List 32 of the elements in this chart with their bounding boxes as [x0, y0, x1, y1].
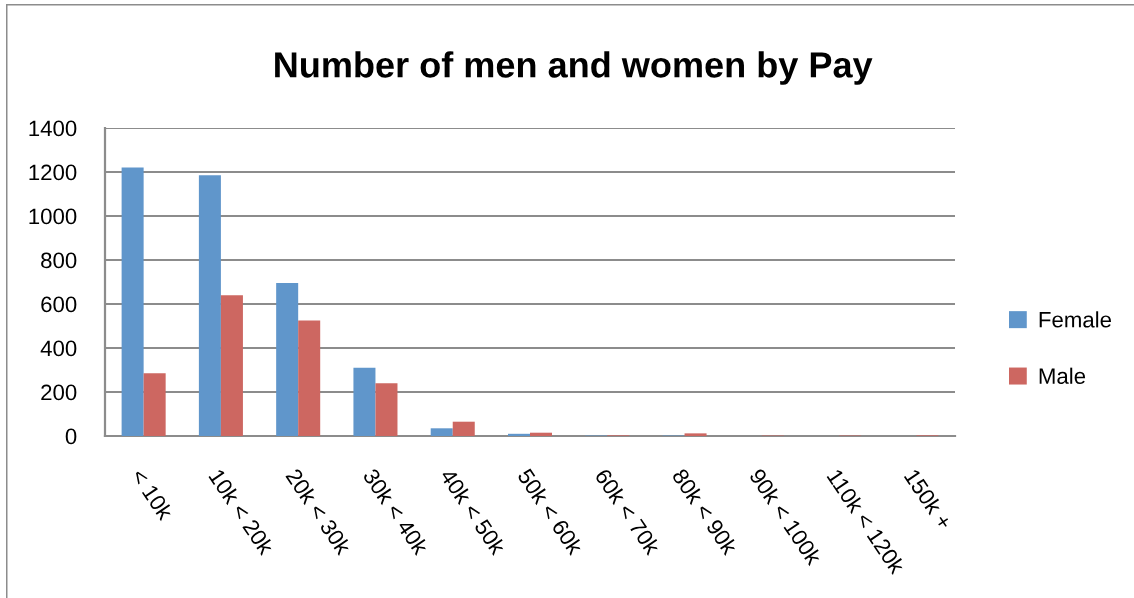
bar [198, 175, 221, 436]
bar [452, 421, 475, 436]
x-tick-label: 20k < 30k [285, 467, 353, 557]
y-tick-label: 0 [65, 428, 77, 445]
legend-label: Male [1039, 367, 1086, 384]
x-tick-label: 10k < 20k [208, 467, 276, 557]
x-tick-label: 50k < 60k [516, 467, 585, 557]
bar [530, 432, 553, 436]
bar [143, 373, 166, 436]
x-tick-label: 40k < 50k [439, 466, 507, 557]
x-tick-label: 80k < 90k [671, 467, 739, 557]
y-tick-label: 200 [41, 384, 77, 401]
chart-title: Number of men and women by Pay [275, 51, 873, 85]
y-tick-label: 1400 [29, 120, 77, 137]
bar [507, 433, 530, 436]
x-tick-label: < 10k [130, 467, 175, 522]
bar [684, 433, 707, 436]
bar [430, 428, 453, 436]
bar [276, 283, 299, 436]
x-tick-label: 30k < 40k [362, 467, 430, 557]
bar [220, 295, 243, 436]
y-tick-label: 400 [40, 340, 77, 357]
bar [121, 167, 144, 436]
bar [375, 383, 398, 436]
y-tick-label: 1200 [29, 164, 77, 181]
y-tick-label: 600 [41, 296, 77, 313]
y-tick-label: 800 [41, 252, 77, 269]
x-tick-label: 60k < 70k [594, 467, 662, 557]
y-tick-label: 1000 [29, 208, 77, 225]
bar [298, 320, 321, 436]
bar [353, 367, 376, 436]
legend-label: Female [1039, 311, 1111, 328]
